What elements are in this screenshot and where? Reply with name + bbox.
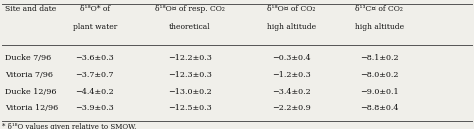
Text: * δ¹⁸O values given relative to SMOW.: * δ¹⁸O values given relative to SMOW.	[2, 123, 137, 129]
Text: −3.4±0.2: −3.4±0.2	[272, 88, 311, 96]
Text: −12.3±0.3: −12.3±0.3	[168, 71, 211, 79]
Text: −3.9±0.3: −3.9±0.3	[75, 104, 114, 112]
Text: −13.0±0.2: −13.0±0.2	[168, 88, 211, 96]
Text: Vitoria 12/96: Vitoria 12/96	[5, 104, 58, 112]
Text: Vitoria 7/96: Vitoria 7/96	[5, 71, 53, 79]
Text: δ¹³C¤ of CO₂: δ¹³C¤ of CO₂	[355, 5, 403, 13]
Text: Ducke 12/96: Ducke 12/96	[5, 88, 56, 96]
Text: −0.3±0.4: −0.3±0.4	[272, 54, 311, 62]
Text: δ¹⁸O* of: δ¹⁸O* of	[80, 5, 110, 13]
Text: −8.8±0.4: −8.8±0.4	[360, 104, 399, 112]
Text: plant water: plant water	[73, 23, 117, 31]
Text: δ¹⁸O¤ of resp. CO₂: δ¹⁸O¤ of resp. CO₂	[155, 5, 225, 13]
Text: −1.2±0.3: −1.2±0.3	[272, 71, 311, 79]
Text: −4.4±0.2: −4.4±0.2	[75, 88, 114, 96]
Text: high altitude: high altitude	[267, 23, 316, 31]
Text: Ducke 7/96: Ducke 7/96	[5, 54, 51, 62]
Text: −12.2±0.3: −12.2±0.3	[168, 54, 211, 62]
Text: −12.5±0.3: −12.5±0.3	[168, 104, 211, 112]
Text: −2.2±0.9: −2.2±0.9	[272, 104, 311, 112]
Text: theoretical: theoretical	[169, 23, 210, 31]
Text: −3.6±0.3: −3.6±0.3	[75, 54, 114, 62]
Text: δ¹⁸O¤ of CO₂: δ¹⁸O¤ of CO₂	[267, 5, 316, 13]
Text: Site and date: Site and date	[5, 5, 56, 13]
Text: −8.1±0.2: −8.1±0.2	[360, 54, 399, 62]
Text: high altitude: high altitude	[355, 23, 404, 31]
Text: −8.0±0.2: −8.0±0.2	[360, 71, 399, 79]
Text: −3.7±0.7: −3.7±0.7	[75, 71, 114, 79]
Text: −9.0±0.1: −9.0±0.1	[360, 88, 399, 96]
